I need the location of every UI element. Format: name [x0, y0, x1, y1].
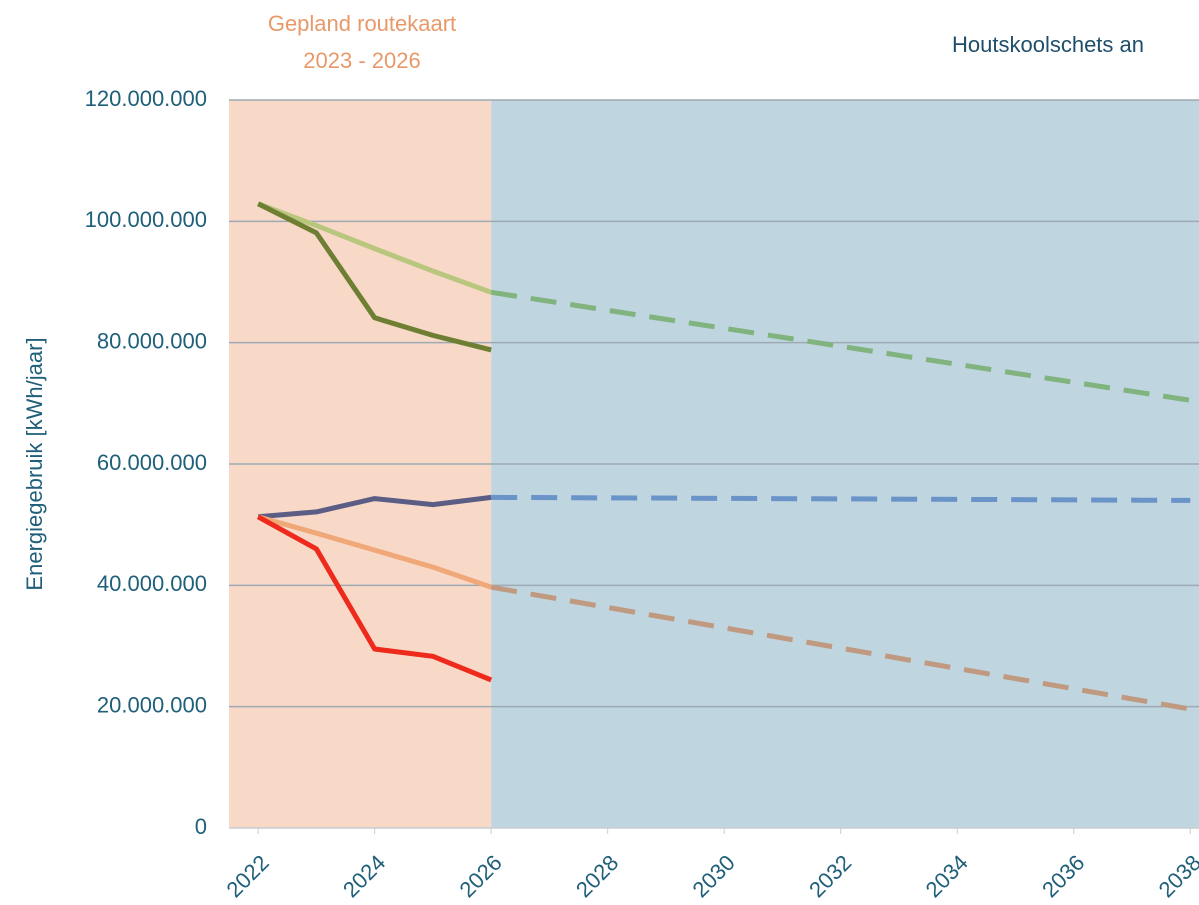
- y-tick-label: 100.000.000: [85, 207, 207, 232]
- series-line: [257, 514, 492, 590]
- y-tick-label: 120.000.000: [85, 86, 207, 111]
- x-tick-label: 2036: [1037, 850, 1089, 902]
- x-tick-label: 2022: [221, 850, 273, 902]
- x-tick-label: 2038: [1154, 850, 1199, 902]
- series-line: [491, 494, 1191, 503]
- annotation: Houtskoolschets an: [952, 32, 1144, 57]
- series-line: [256, 514, 493, 683]
- x-tick-label: 2030: [688, 850, 740, 902]
- annotation: Gepland routekaart: [268, 11, 456, 36]
- y-tick-label: 20.000.000: [97, 692, 207, 717]
- y-axis-label: Energiegebruik [kWh/jaar]: [22, 337, 47, 590]
- x-tick-label: 2026: [455, 850, 507, 902]
- series-line: [257, 201, 493, 295]
- y-tick-label: 60.000.000: [97, 450, 207, 475]
- annotation: 2023 - 2026: [303, 48, 420, 73]
- y-tick-label: 40.000.000: [97, 571, 207, 596]
- x-tick-label: 2032: [804, 850, 856, 902]
- x-tick-label: 2034: [921, 850, 973, 902]
- series-line: [257, 201, 492, 353]
- y-tick-label: 0: [195, 814, 207, 839]
- y-tick-label: 80.000.000: [97, 328, 207, 353]
- x-tick-label: 2024: [338, 850, 390, 902]
- x-tick-label: 2028: [571, 850, 623, 902]
- series-line: [257, 494, 492, 520]
